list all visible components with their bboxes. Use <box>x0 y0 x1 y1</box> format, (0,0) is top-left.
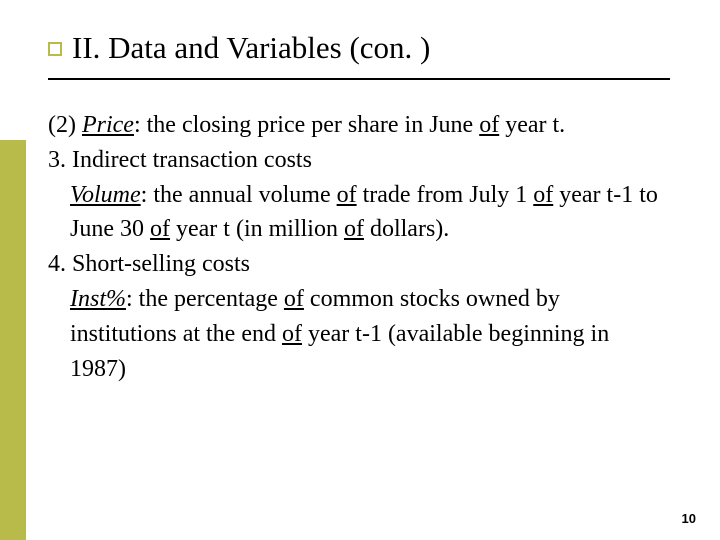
t: of <box>284 286 304 312</box>
line-inst: Inst%: the percentage of common stocks o… <box>48 282 670 386</box>
page-number: 10 <box>682 511 696 526</box>
body-text: (2) Price: the closing price per share i… <box>48 108 670 386</box>
line-indirect-costs: 3. Indirect transaction costs <box>48 143 670 178</box>
t: of <box>479 112 499 138</box>
title-rule <box>48 78 670 80</box>
t: of <box>533 182 553 208</box>
line-short-selling: 4. Short-selling costs <box>48 247 670 282</box>
t: : the annual volume <box>141 182 337 208</box>
t: trade from July 1 <box>357 182 534 208</box>
title-text: II. Data and Variables (con. ) <box>72 30 430 65</box>
line-volume: Volume: the annual volume of trade from … <box>48 178 670 248</box>
square-bullet-icon <box>48 42 62 56</box>
t: of <box>344 216 364 242</box>
t: dollars). <box>364 216 449 242</box>
t: year t (in million <box>170 216 344 242</box>
term-price: Price <box>82 112 134 138</box>
t: : the percentage <box>126 286 284 312</box>
line-price: (2) Price: the closing price per share i… <box>48 108 670 143</box>
t: of <box>337 182 357 208</box>
slide-content: II. Data and Variables (con. ) (2) Price… <box>0 0 720 406</box>
t: : the closing price per share in June <box>134 112 479 138</box>
t: year t. <box>499 112 565 138</box>
term-volume: Volume <box>70 182 141 208</box>
slide-title: II. Data and Variables (con. ) <box>48 30 670 66</box>
accent-sidebar <box>0 140 26 540</box>
term-inst: Inst% <box>70 286 126 312</box>
t: (2) <box>48 112 82 138</box>
t: of <box>150 216 170 242</box>
t: of <box>282 321 302 347</box>
